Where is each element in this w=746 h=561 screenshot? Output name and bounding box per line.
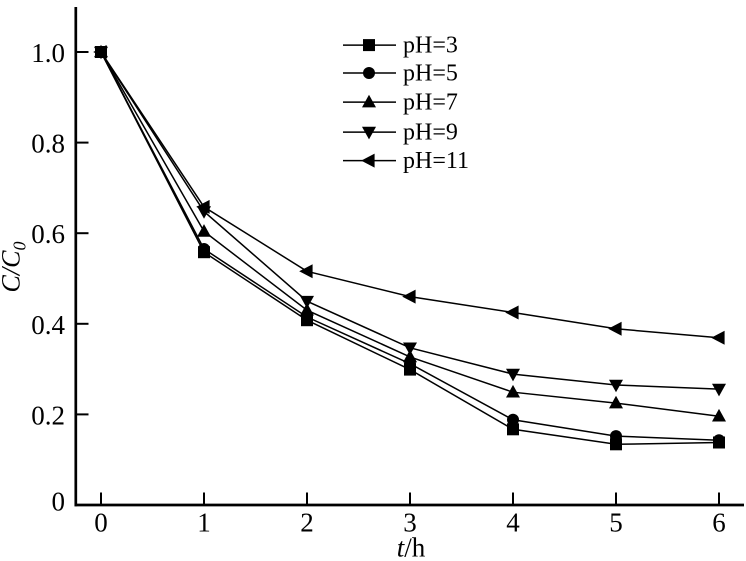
svg-text:4: 4	[506, 508, 520, 538]
svg-text:pH=11: pH=11	[403, 148, 469, 174]
svg-text:0.2: 0.2	[31, 400, 65, 430]
svg-text:t/h: t/h	[397, 533, 426, 561]
svg-text:pH=7: pH=7	[403, 90, 458, 116]
svg-text:5: 5	[609, 508, 623, 538]
svg-text:0.6: 0.6	[31, 219, 65, 249]
svg-text:1.0: 1.0	[31, 38, 65, 68]
svg-text:2: 2	[300, 508, 314, 538]
svg-text:3: 3	[403, 508, 417, 538]
svg-text:0: 0	[94, 508, 108, 538]
svg-text:0: 0	[52, 487, 66, 517]
svg-text:pH=9: pH=9	[403, 120, 458, 146]
svg-text:6: 6	[712, 508, 726, 538]
svg-text:pH=3: pH=3	[403, 33, 458, 59]
svg-text:1: 1	[197, 508, 211, 538]
svg-text:0.4: 0.4	[31, 310, 65, 340]
svg-text:pH=5: pH=5	[403, 61, 458, 87]
svg-text:0.8: 0.8	[31, 129, 65, 159]
